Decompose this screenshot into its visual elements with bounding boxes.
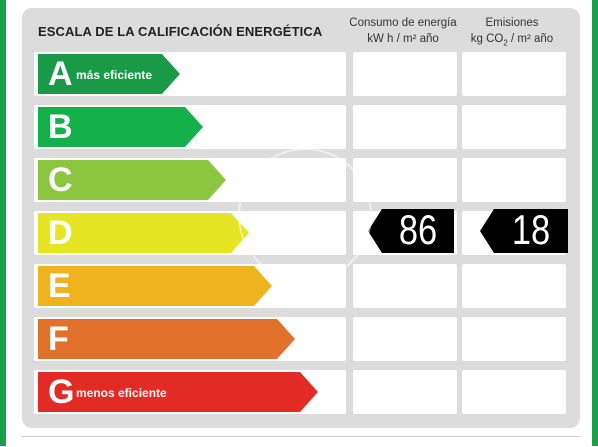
- emissions-header-line2: kg CO2 / m² año: [470, 33, 554, 48]
- rating-arrow-b: B: [38, 107, 203, 147]
- scale-title: ESCALA DE LA CALIFICACIÓN ENERGÉTICA: [38, 24, 323, 39]
- consumption-cell-a: [353, 52, 457, 96]
- emissions-cell-g: [462, 370, 566, 414]
- rating-arrow-f: F: [38, 319, 295, 359]
- emissions-cell-c: [462, 158, 566, 202]
- emissions-column-header: Emisiones kg CO2 / m² año: [458, 15, 566, 51]
- rating-letter: B: [48, 108, 73, 146]
- consumption-cell-g: [353, 370, 457, 414]
- emissions-cell-e: [462, 264, 566, 308]
- rating-letter: G: [48, 373, 75, 411]
- consumption-value: 86: [398, 206, 438, 253]
- consumption-cell-e: [353, 264, 457, 308]
- emissions-cell-f: [462, 317, 566, 361]
- rating-arrow-c: C: [38, 160, 226, 200]
- energy-scale-panel: ESCALA DE LA CALIFICACIÓN ENERGÉTICA Con…: [22, 8, 580, 428]
- rating-letter: A: [48, 55, 73, 93]
- rating-letter: F: [48, 320, 69, 358]
- emissions-value: 18: [511, 206, 551, 253]
- rating-row-c: C: [34, 158, 346, 202]
- consumption-header-line1: Consumo de energía: [349, 17, 457, 29]
- consumption-value-badge: 86: [368, 206, 454, 253]
- rating-letter: D: [48, 214, 73, 252]
- rating-row-b: B: [34, 105, 346, 149]
- rating-letter: C: [48, 161, 73, 199]
- rating-row-f: F: [34, 317, 346, 361]
- consumption-cell-c: [353, 158, 457, 202]
- rating-row-d: D: [34, 211, 346, 255]
- consumption-cell-b: [353, 105, 457, 149]
- rating-label: menos eficiente: [76, 386, 167, 400]
- rating-letter: E: [48, 267, 71, 305]
- emissions-value-badge: 18: [480, 206, 568, 253]
- emissions-header-line1: Emisiones: [485, 17, 539, 29]
- rating-arrow-d: D: [38, 213, 249, 253]
- consumption-column-header: Consumo de energía kW h / m² año: [349, 15, 457, 47]
- consumption-cell-f: [353, 317, 457, 361]
- rating-label: más eficiente: [76, 68, 153, 82]
- bottom-divider: [22, 436, 580, 447]
- emissions-cell-a: [462, 52, 566, 96]
- rating-row-e: E: [34, 264, 346, 308]
- consumption-header-line2: kW h / m² año: [367, 33, 439, 45]
- rating-arrow-e: E: [38, 266, 272, 306]
- emissions-cell-b: [462, 105, 566, 149]
